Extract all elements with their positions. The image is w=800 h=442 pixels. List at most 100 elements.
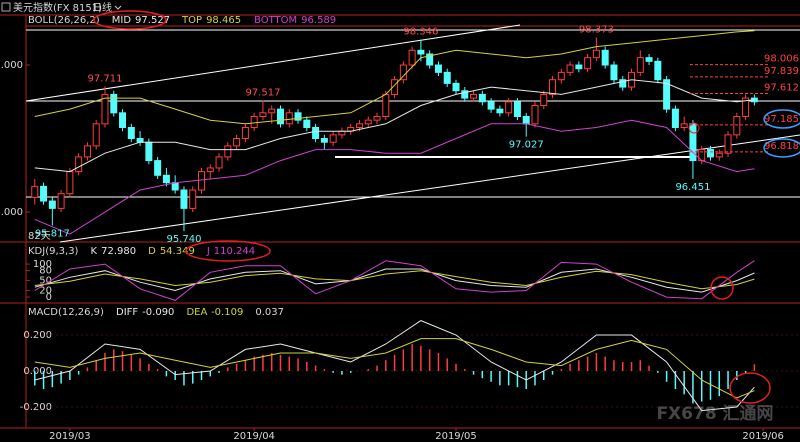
candle-body: [452, 82, 460, 92]
legend-name: TOP: [181, 15, 202, 26]
legend-name: BOTTOM: [254, 15, 297, 26]
candle-body: [575, 64, 583, 70]
legend-value: -0.109: [211, 307, 243, 318]
candle-body: [715, 152, 723, 158]
candle-body: [478, 93, 486, 103]
legend-item: J 110.244: [206, 246, 255, 257]
candle-body: [531, 104, 539, 125]
candle-body: [733, 115, 741, 136]
candle-body: [399, 64, 407, 81]
series-line: [34, 30, 755, 125]
candle-body: [522, 115, 530, 125]
candle-body: [391, 79, 399, 95]
callout: [710, 276, 734, 300]
candle-body: [145, 141, 153, 162]
candle-body: [592, 49, 600, 59]
level-label: 98.006: [764, 54, 799, 65]
panel-note: 82天: [28, 231, 51, 242]
candle-body: [636, 57, 644, 73]
legend-value: 54.349: [160, 246, 195, 257]
x-tick-label: 2019/03: [49, 431, 91, 442]
instrument-title: 美元指数(FX 8151): [13, 1, 102, 14]
x-tick-label: 2019/04: [233, 431, 275, 442]
legend-name: DEA: [186, 307, 207, 318]
candle-body: [663, 79, 671, 110]
candle-body: [373, 115, 381, 121]
candle-body: [57, 193, 65, 209]
legend-item: BOTTOM 96.589: [254, 15, 336, 26]
candle-body: [224, 145, 232, 158]
legend-item: TOP 98.465: [181, 15, 241, 26]
price-annotation: 97.517: [245, 88, 280, 99]
candle-body: [671, 108, 679, 129]
price-annotation: 95.740: [166, 234, 201, 245]
callout: [688, 122, 700, 134]
candle-body: [31, 185, 39, 198]
candle-body: [338, 130, 346, 136]
candle-body: [461, 90, 469, 99]
legend-name: K: [91, 246, 98, 257]
candle-body: [250, 115, 258, 129]
candle-body: [110, 93, 118, 114]
candle-body: [285, 112, 293, 125]
dropdown-arrow[interactable]: [114, 5, 122, 10]
candle-body: [206, 167, 214, 173]
candle-body: [417, 49, 425, 55]
trend-line: [59, 134, 800, 243]
price-annotation: 98.373: [579, 25, 614, 36]
level-label: 97.612: [764, 83, 799, 94]
legend-item: D 54.349: [148, 246, 195, 257]
panel-title: KDJ(9,3,3): [28, 246, 79, 257]
callout: [185, 240, 271, 262]
y-tick-label: 0: [46, 292, 52, 303]
level-label: 97.839: [764, 66, 799, 77]
callout: [763, 138, 800, 158]
candle-body: [119, 112, 127, 129]
candle-body: [154, 160, 162, 176]
period[interactable]: 日线: [92, 1, 112, 14]
callout: [729, 372, 771, 404]
candle-body: [294, 112, 302, 121]
candle-body: [312, 127, 320, 140]
legend-value: 98.465: [206, 15, 241, 26]
candle-body: [48, 200, 56, 209]
candle-body: [540, 93, 548, 106]
price-annotation: 97.027: [509, 140, 544, 151]
legend-name: D: [148, 246, 156, 257]
legend-value: 72.980: [101, 246, 136, 257]
candle-body: [162, 174, 170, 184]
legend-name: J: [206, 246, 210, 257]
candle-body: [92, 123, 100, 147]
legend-item: BOLL(26,26,2): [28, 15, 100, 26]
candle-body: [136, 138, 144, 143]
candle-body: [601, 49, 609, 66]
candle-body: [127, 127, 135, 140]
candle-body: [619, 79, 627, 88]
candle-body: [40, 185, 48, 202]
legend-value: -0.090: [142, 307, 174, 318]
y-tick-label: -0.200: [20, 402, 52, 413]
candle-body: [276, 108, 284, 125]
y-tick-label: 20: [39, 285, 52, 296]
candle-body: [101, 93, 109, 125]
series-line: [34, 270, 755, 290]
price-annotation: 95.817: [35, 229, 70, 240]
y-tick-label: 100: [33, 259, 52, 270]
candle-body: [557, 71, 565, 81]
candle-body: [75, 156, 83, 173]
series-line: [34, 320, 755, 412]
candle-body: [505, 101, 513, 114]
candle-body: [584, 57, 592, 70]
series-line: [34, 268, 755, 293]
series-line: [34, 260, 755, 301]
panel-title: BOLL(26,26,2): [28, 15, 100, 26]
candle-body: [566, 64, 574, 73]
candle-body: [654, 60, 662, 81]
x-tick-label: 2019/06: [742, 431, 784, 442]
legend-value: 110.244: [214, 246, 255, 257]
candle-body: [364, 119, 372, 125]
y-tick-label: 50: [39, 276, 52, 287]
candle-body: [706, 149, 714, 158]
x-tick-label: 2019/05: [435, 431, 477, 442]
level-label: 96.818: [764, 141, 799, 152]
